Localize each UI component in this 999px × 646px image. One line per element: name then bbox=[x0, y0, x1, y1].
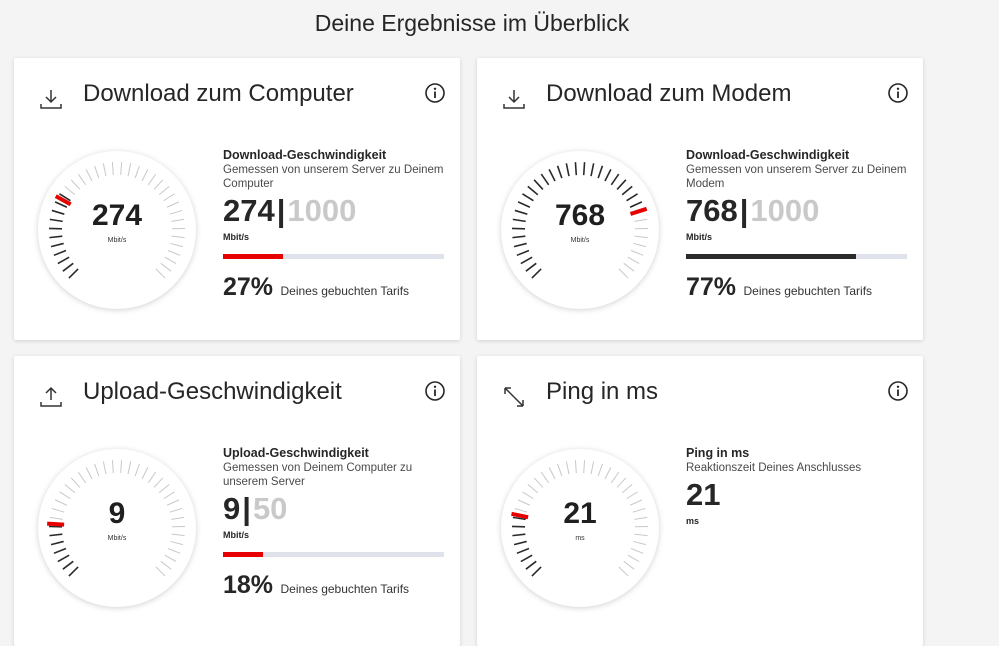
separator: | bbox=[275, 193, 288, 228]
speed-max: 50 bbox=[253, 491, 287, 526]
separator: | bbox=[240, 491, 253, 526]
details: Upload-Geschwindigkeit Gemessen von Dein… bbox=[223, 446, 447, 600]
tariff-progress-fill bbox=[223, 552, 263, 557]
page-title: Deine Ergebnisse im Überblick bbox=[0, 10, 944, 37]
ping-arrows-icon bbox=[501, 384, 527, 410]
tariff-percent-row: 77% Deines gebuchten Tarifs bbox=[686, 273, 910, 302]
gauge-unit: Mbit/s bbox=[38, 237, 196, 244]
tariff-percent-label: Deines gebuchten Tarifs bbox=[744, 284, 873, 298]
gauge-value: 274 bbox=[38, 199, 196, 233]
gauge-unit: ms bbox=[501, 535, 659, 542]
tariff-percent-row: 27% Deines gebuchten Tarifs bbox=[223, 273, 447, 302]
gauge-unit: Mbit/s bbox=[38, 535, 196, 542]
speed-value: 9 bbox=[223, 491, 240, 526]
detail-heading: Download-Geschwindigkeit bbox=[686, 148, 910, 163]
detail-subtitle: Gemessen von unserem Server zu Deinem Co… bbox=[223, 163, 447, 191]
tariff-percent-row: 18% Deines gebuchten Tarifs bbox=[223, 571, 447, 600]
tariff-percent-label: Deines gebuchten Tarifs bbox=[281, 582, 410, 596]
speed-gauge: 9 Mbit/s bbox=[38, 443, 196, 613]
gauge-tick bbox=[575, 162, 576, 175]
speed-value: 768 bbox=[686, 193, 738, 228]
gauge-unit: Mbit/s bbox=[501, 237, 659, 244]
card-title: Download zum Modem bbox=[546, 80, 791, 108]
separator: | bbox=[738, 193, 751, 228]
card-download-computer: Download zum Computer 274 Mbit/s Downloa… bbox=[14, 58, 460, 340]
tariff-percent: 77% bbox=[686, 273, 736, 301]
tariff-progress-fill bbox=[686, 254, 856, 259]
detail-subtitle: Gemessen von Deinem Computer zu unserem … bbox=[223, 461, 447, 489]
tariff-progress-fill bbox=[223, 254, 283, 259]
details: Download-Geschwindigkeit Gemessen von un… bbox=[223, 148, 447, 302]
speed-max: 1000 bbox=[750, 193, 819, 228]
speed-value: 274 bbox=[223, 193, 275, 228]
speed-readout: 768|1000 bbox=[686, 194, 910, 234]
details: Download-Geschwindigkeit Gemessen von un… bbox=[686, 148, 910, 302]
tariff-percent-label: Deines gebuchten Tarifs bbox=[281, 284, 410, 298]
detail-subtitle: Gemessen von unserem Server zu Deinem Mo… bbox=[686, 163, 910, 191]
info-icon[interactable] bbox=[424, 82, 446, 104]
card-upload: Upload-Geschwindigkeit 9 Mbit/s Upload-G… bbox=[14, 356, 460, 646]
detail-subtitle: Reaktionszeit Deines Anschlusses bbox=[686, 461, 910, 475]
info-icon[interactable] bbox=[887, 82, 909, 104]
card-title: Download zum Computer bbox=[83, 80, 354, 108]
gauge-value: 9 bbox=[38, 497, 196, 531]
card-title: Ping in ms bbox=[546, 378, 658, 406]
speed-gauge: 274 Mbit/s bbox=[38, 145, 196, 315]
ping-value: 21 bbox=[686, 477, 720, 512]
speed-gauge: 768 Mbit/s bbox=[501, 145, 659, 315]
speed-readout: 9|50 bbox=[223, 492, 447, 532]
detail-heading: Ping in ms bbox=[686, 446, 910, 461]
tariff-percent: 27% bbox=[223, 273, 273, 301]
card-ping: Ping in ms 21 ms Ping in ms Reaktionszei… bbox=[477, 356, 923, 646]
download-icon bbox=[501, 86, 527, 112]
speed-max: 1000 bbox=[287, 193, 356, 228]
upload-icon bbox=[38, 384, 64, 410]
ping-readout: 21 bbox=[686, 478, 910, 518]
gauge-value: 21 bbox=[501, 497, 659, 531]
tariff-progress-bar bbox=[223, 254, 444, 259]
download-icon bbox=[38, 86, 64, 112]
tariff-progress-bar bbox=[223, 552, 444, 557]
card-download-modem: Download zum Modem 768 Mbit/s Download-G… bbox=[477, 58, 923, 340]
info-icon[interactable] bbox=[424, 380, 446, 402]
card-title: Upload-Geschwindigkeit bbox=[83, 378, 342, 406]
tariff-progress-bar bbox=[686, 254, 907, 259]
info-icon[interactable] bbox=[887, 380, 909, 402]
speed-readout: 274|1000 bbox=[223, 194, 447, 234]
ping-gauge: 21 ms bbox=[501, 443, 659, 613]
gauge-value: 768 bbox=[501, 199, 659, 233]
tariff-percent: 18% bbox=[223, 571, 273, 599]
detail-heading: Upload-Geschwindigkeit bbox=[223, 446, 447, 461]
detail-heading: Download-Geschwindigkeit bbox=[223, 148, 447, 163]
gauge-tick bbox=[584, 162, 585, 175]
details: Ping in ms Reaktionszeit Deines Anschlus… bbox=[686, 446, 910, 526]
